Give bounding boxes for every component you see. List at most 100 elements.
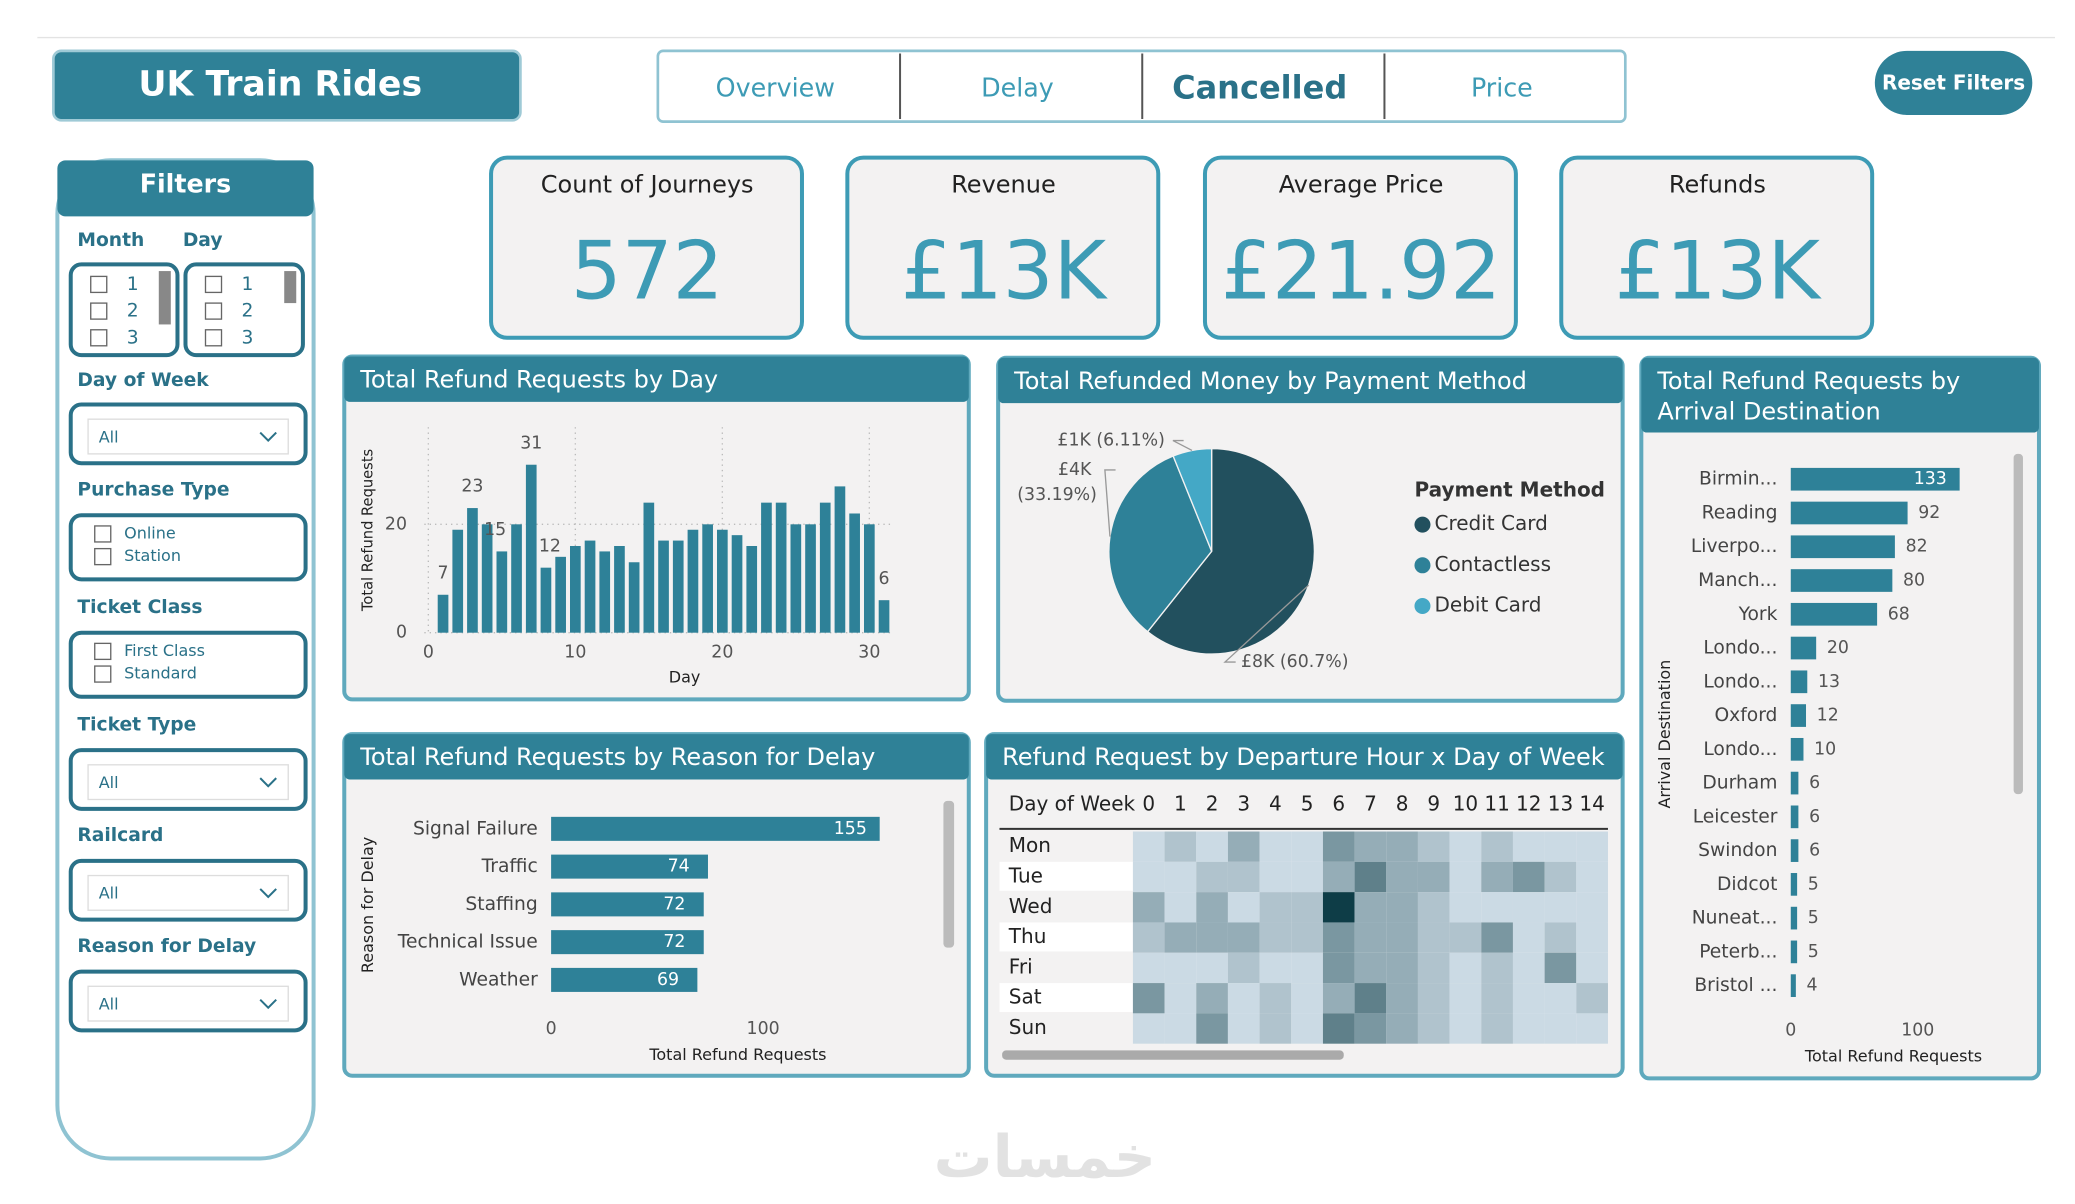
bar (551, 854, 708, 879)
bar (1790, 501, 1908, 525)
category-label: Durham (1702, 773, 1777, 794)
heat-cell (1196, 831, 1228, 862)
dropdown[interactable] (87, 764, 289, 801)
heat-cell (1227, 983, 1260, 1014)
bar (819, 502, 831, 633)
y-axis-title: Reason for Delay (358, 837, 377, 973)
tab[interactable]: Cancelled (1172, 69, 1347, 107)
checkbox[interactable] (90, 329, 108, 347)
heat-cell (1512, 922, 1545, 953)
dropdown[interactable] (87, 418, 289, 455)
heat-cell (1196, 922, 1228, 953)
x-tick-label: 30 (858, 643, 880, 663)
row-band (999, 983, 1133, 1013)
heat-cell (1449, 831, 1482, 862)
chart-header (344, 356, 969, 402)
pie-slice (1108, 455, 1213, 633)
filter-option[interactable]: 3 (127, 327, 139, 348)
bar (551, 967, 698, 992)
category-label: Londo... (1703, 671, 1777, 692)
checkbox[interactable] (204, 302, 223, 320)
legend-marker (1414, 516, 1431, 533)
heat-cell (1386, 861, 1418, 893)
filter-option[interactable]: 1 (242, 274, 254, 295)
filter-label: Purchase Type (77, 479, 229, 500)
category-label: Bristol ... (1694, 975, 1777, 996)
filter-option[interactable]: Standard (124, 664, 197, 683)
legend-marker (1414, 557, 1431, 574)
category-label: Weather (459, 969, 538, 990)
checkbox[interactable] (94, 665, 112, 683)
filter-option[interactable]: 3 (242, 327, 254, 348)
heat-cell (1417, 952, 1450, 984)
checkbox[interactable] (94, 547, 112, 566)
heat-cell (1132, 922, 1165, 953)
chart-header (344, 734, 969, 780)
checkbox[interactable] (90, 275, 108, 294)
filter-option[interactable]: Online (124, 523, 176, 542)
heat-cell (1259, 983, 1292, 1014)
bar (863, 524, 875, 633)
kpi-value: 572 (571, 224, 724, 317)
row-band (999, 1013, 1133, 1043)
bar (614, 545, 625, 633)
bar (511, 524, 522, 633)
bar (687, 529, 699, 633)
tab[interactable]: Price (1471, 73, 1533, 103)
row-band (999, 922, 1133, 952)
data-label: 82 (1906, 537, 1928, 557)
category-label: Nuneat... (1692, 908, 1778, 929)
filter-option[interactable]: 1 (127, 274, 139, 295)
bar (1790, 569, 1893, 592)
heat-cell (1449, 952, 1482, 984)
dropdown[interactable] (87, 874, 289, 911)
data-label: 92 (1918, 503, 1940, 523)
heat-cell (1259, 952, 1292, 984)
heat-cell (1322, 1013, 1355, 1044)
dropdown-value[interactable]: All (99, 773, 119, 792)
heat-cell (1227, 922, 1260, 953)
filter-option[interactable]: 2 (242, 301, 254, 322)
reset-button[interactable] (1874, 50, 2033, 115)
bar (551, 892, 704, 917)
heat-cell (1354, 831, 1387, 862)
dropdown-value[interactable]: All (99, 994, 119, 1013)
checkbox[interactable] (204, 275, 223, 294)
checkbox[interactable] (90, 302, 108, 320)
category-label: Leicester (1693, 806, 1778, 827)
heat-cell (1544, 892, 1577, 923)
heat-cell (1544, 861, 1577, 893)
bar (1790, 467, 1960, 491)
checkbox[interactable] (94, 525, 112, 543)
dropdown-value[interactable]: All (99, 427, 119, 446)
filter-option[interactable]: 2 (127, 301, 139, 322)
column-label: 6 (1332, 791, 1345, 815)
tab[interactable]: Overview (716, 73, 835, 103)
filter-title: Filters (140, 169, 232, 199)
heat-cell (1386, 952, 1418, 984)
checkbox[interactable] (204, 329, 223, 347)
bar (481, 524, 493, 633)
heat-cell (1449, 922, 1482, 953)
dropdown-value[interactable]: All (99, 884, 119, 903)
dropdown[interactable] (87, 985, 289, 1022)
heat-cell (1291, 831, 1323, 862)
reset-button-label[interactable]: Reset Filters (1882, 71, 2025, 95)
tab[interactable]: Delay (981, 73, 1054, 103)
checkbox[interactable] (94, 642, 112, 661)
filter-label: Ticket Class (77, 597, 202, 618)
category-label: Liverpo... (1691, 536, 1778, 557)
scrollbar (158, 271, 171, 325)
filter-option[interactable]: Station (124, 546, 181, 565)
kpi-value: £21.92 (1221, 224, 1501, 317)
heat-cell (1576, 952, 1608, 984)
bar (1790, 873, 1798, 896)
legend-label: Debit Card (1434, 593, 1541, 617)
heat-cell (1322, 861, 1355, 893)
filter-option[interactable]: First Class (124, 641, 205, 660)
data-label: 6 (1809, 841, 1820, 861)
row-band (999, 952, 1133, 982)
chevron (259, 431, 277, 442)
legend-label: Credit Card (1434, 511, 1547, 535)
